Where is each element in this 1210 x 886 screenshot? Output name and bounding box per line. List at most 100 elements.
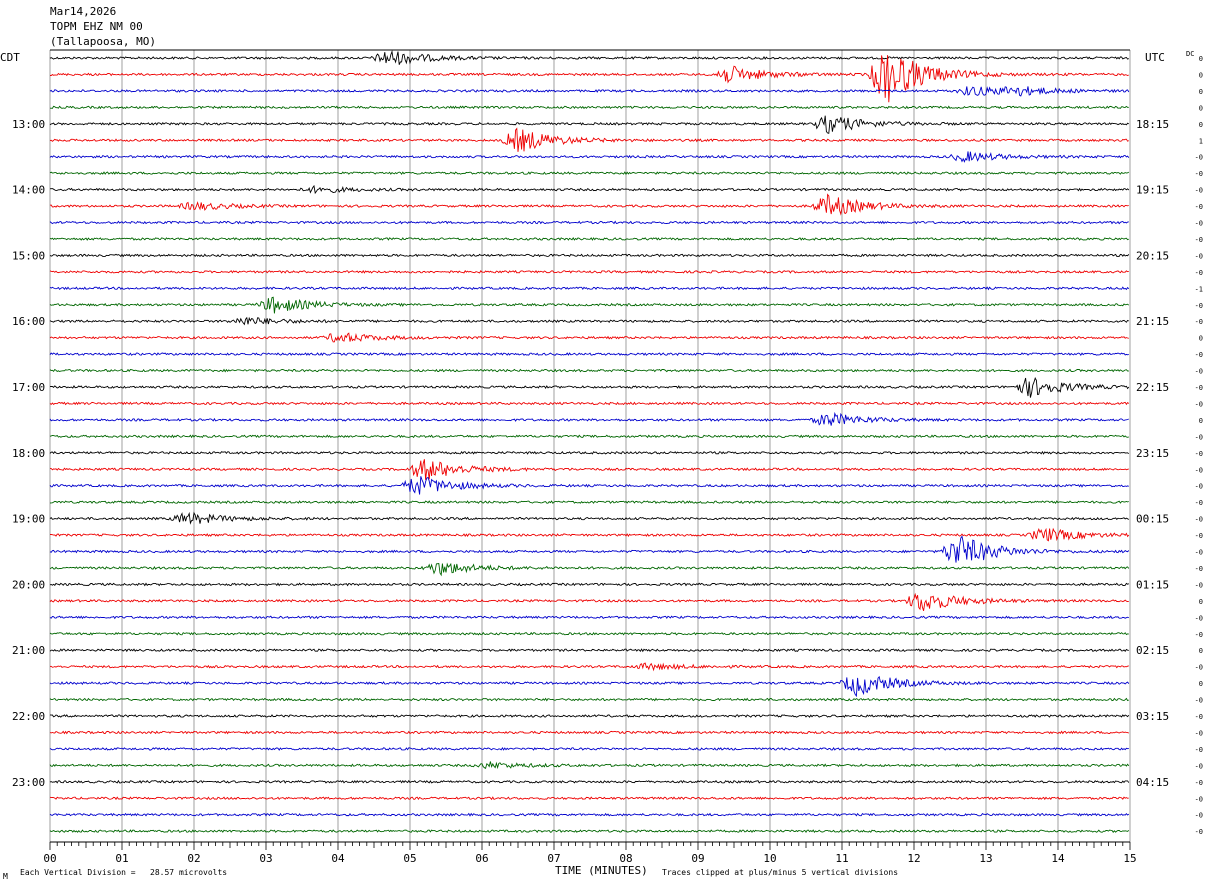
- trace-row-27: [49, 500, 1129, 505]
- dc-offset-value: 1: [1199, 137, 1203, 145]
- trace-row-38: [49, 675, 1130, 698]
- left-hour-label: 20:00: [12, 578, 45, 591]
- trace-row-6: [49, 151, 1130, 163]
- x-tick-label: 10: [763, 852, 776, 865]
- trace-row-9: [49, 193, 1129, 216]
- dc-offset-value: -0: [1195, 450, 1203, 458]
- header-station: TOPM EHZ NM 00: [50, 20, 143, 33]
- x-tick-label: 14: [1051, 852, 1065, 865]
- dc-offset-value: -0: [1195, 499, 1203, 507]
- dc-offset-value: 0: [1199, 104, 1203, 112]
- trace-row-36: [49, 648, 1129, 653]
- x-tick-label: 04: [331, 852, 345, 865]
- header-date: Mar14,2026: [50, 5, 117, 18]
- right-hour-label: 18:15: [1136, 118, 1169, 131]
- dc-offset-value: -0: [1195, 203, 1203, 211]
- left-hour-label: 14:00: [12, 184, 45, 197]
- trace-row-24: [49, 450, 1130, 455]
- trace-row-37: [49, 662, 1129, 672]
- trace-row-7: [49, 171, 1130, 176]
- x-tick-label: 03: [259, 852, 272, 865]
- clip-note: Traces clipped at plus/minus 5 vertical …: [662, 868, 899, 877]
- dc-offset-value: -0: [1195, 400, 1203, 408]
- division-note: Each Vertical Division = 28.57 microvolt…: [20, 868, 228, 877]
- dc-offset-value: 0: [1199, 647, 1203, 655]
- right-hour-label: 01:15: [1136, 578, 1169, 591]
- dc-offset-value: -0: [1195, 516, 1203, 524]
- right-hour-label: 20:15: [1136, 249, 1169, 262]
- dc-offset-value: -0: [1195, 828, 1203, 836]
- dc-offset-value: 0: [1199, 71, 1203, 79]
- dc-offset-value: -0: [1195, 713, 1203, 721]
- trace-row-5: [49, 127, 1130, 152]
- left-hour-label: 13:00: [12, 118, 45, 131]
- dc-offset-value: -0: [1195, 318, 1203, 326]
- trace-row-45: [49, 796, 1129, 801]
- x-tick-label: 02: [187, 852, 200, 865]
- trace-row-13: [49, 269, 1129, 274]
- dc-offset-value: 0: [1199, 680, 1203, 688]
- trace-row-20: [49, 377, 1130, 398]
- left-hour-label: 19:00: [12, 513, 45, 526]
- logo-mark: M: [3, 872, 8, 881]
- trace-row-12: [49, 253, 1130, 258]
- trace-row-8: [49, 184, 1130, 195]
- trace-row-43: [49, 761, 1130, 770]
- dc-offset-value: -0: [1195, 664, 1203, 672]
- left-hour-label: 16:00: [12, 315, 45, 328]
- trace-row-18: [49, 352, 1129, 357]
- trace-row-16: [49, 316, 1130, 326]
- dc-offset-value: -0: [1195, 187, 1203, 195]
- header-location: (Tallapoosa, MO): [50, 35, 156, 48]
- dc-offset-value: -0: [1195, 581, 1203, 589]
- dc-offset-value: -0: [1195, 795, 1203, 803]
- x-tick-label: 06: [475, 852, 488, 865]
- x-tick-label: 13: [979, 852, 992, 865]
- dc-offset-value: -0: [1195, 483, 1203, 491]
- dc-offset-value: -0: [1195, 154, 1203, 162]
- trace-row-17: [49, 332, 1129, 343]
- dc-offset-value: -0: [1195, 762, 1203, 770]
- x-tick-label: 05: [403, 852, 416, 865]
- right-hour-label: 00:15: [1136, 513, 1169, 526]
- dc-offset-value: -1: [1195, 285, 1203, 293]
- trace-row-19: [49, 368, 1129, 373]
- trace-row-11: [49, 237, 1130, 241]
- x-tick-label: 08: [619, 852, 632, 865]
- trace-row-3: [50, 105, 1129, 110]
- right-hour-label: 21:15: [1136, 315, 1169, 328]
- trace-row-22: [49, 411, 1129, 426]
- trace-row-29: [50, 527, 1130, 542]
- dc-offset-value: -0: [1195, 220, 1203, 228]
- trace-row-14: [49, 286, 1130, 291]
- dc-offset-value: 0: [1199, 598, 1203, 606]
- trace-row-0: [49, 49, 1129, 65]
- dc-offset-value: 0: [1199, 335, 1203, 343]
- dc-offset-value: -0: [1195, 549, 1203, 557]
- dc-offset-value: -0: [1195, 433, 1203, 441]
- trace-row-4: [49, 115, 1130, 134]
- dc-offset-value: -0: [1195, 631, 1203, 639]
- left-hour-label: 17:00: [12, 381, 45, 394]
- dc-offset-value: -0: [1195, 565, 1203, 573]
- left-hour-label: 21:00: [12, 644, 45, 657]
- dc-offset-value: 0: [1199, 88, 1203, 96]
- dc-offset-value: -0: [1195, 252, 1203, 260]
- trace-row-2: [49, 86, 1130, 97]
- trace-row-25: [49, 459, 1129, 480]
- right-hour-label: 03:15: [1136, 710, 1169, 723]
- dc-offset-value: -0: [1195, 351, 1203, 359]
- dc-offset-value: -0: [1195, 746, 1203, 754]
- trace-row-35: [49, 631, 1129, 636]
- dc-offset-value: -0: [1195, 384, 1203, 392]
- trace-row-1: [50, 55, 1129, 103]
- trace-row-33: [49, 592, 1129, 611]
- dc-offset-value: -0: [1195, 614, 1203, 622]
- trace-row-21: [49, 401, 1130, 406]
- dc-offset-value: -0: [1195, 302, 1203, 310]
- dc-offset-value: -0: [1195, 532, 1203, 540]
- right-hour-label: 19:15: [1136, 184, 1169, 197]
- x-tick-label: 00: [43, 852, 56, 865]
- dc-offset-value: -0: [1195, 368, 1203, 376]
